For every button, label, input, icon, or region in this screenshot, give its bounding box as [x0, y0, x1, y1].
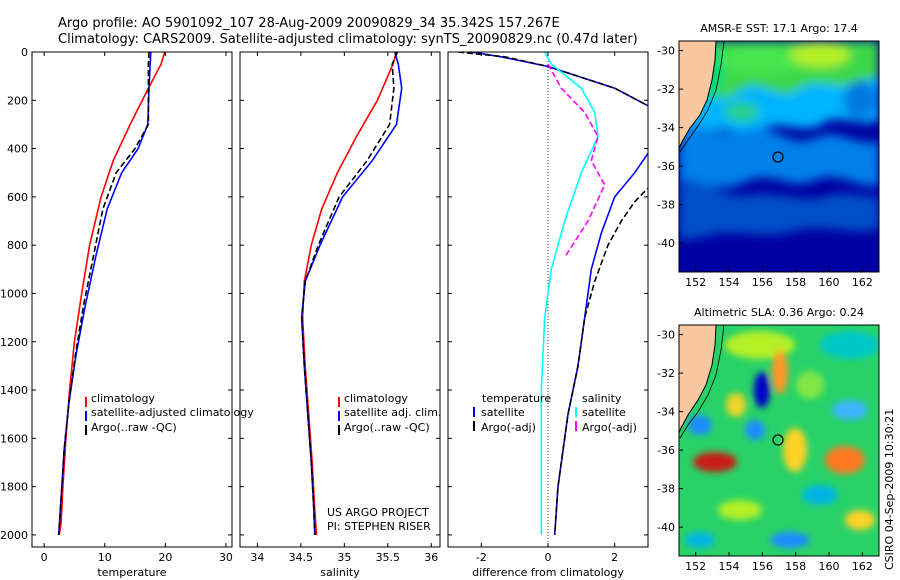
series-temperature-satellite-deep-	[553, 151, 648, 535]
series-climatology	[58, 52, 166, 536]
x-tick-label: 10	[98, 551, 112, 564]
map-lon-tick: 156	[752, 276, 773, 289]
y-tick-label: 400	[7, 143, 28, 156]
temperature-legend-2: satellite-adjusted climatology	[91, 406, 254, 419]
map-lon-tick: 162	[852, 276, 873, 289]
map-lat-tick: -34	[657, 122, 675, 135]
salinity-legend-2: satellite adj. clim.	[344, 406, 441, 419]
y-tick-label: 800	[7, 239, 28, 252]
map-lat-tick: -30	[657, 45, 675, 58]
difference-legend-sal-argo: Argo(-adj)	[582, 421, 637, 434]
salinity-legend: climatology satellite adj. clim. Argo(..…	[338, 392, 441, 435]
panel-frame	[239, 51, 441, 548]
map-lat-tick: -32	[657, 83, 675, 96]
difference-legend-temp-argo: Argo(-adj)	[481, 421, 536, 434]
series-salinity-argo-adj-	[547, 63, 606, 258]
difference-panel: -2 0 2 difference from climatology	[447, 51, 649, 579]
project-label: US ARGO PROJECT	[327, 506, 429, 519]
temperature-legend-1: climatology	[91, 392, 155, 405]
map-lat-tick: -40	[657, 521, 675, 534]
y-tick-label: 1200	[0, 336, 28, 349]
figure-title-line1: Argo profile: AO 5901092_107 28-Aug-2009…	[58, 16, 560, 31]
x-tick-label: 35	[337, 551, 351, 564]
x-axis-label: salinity	[320, 566, 360, 579]
series-temperature-argo-adj-	[457, 52, 648, 107]
map-lon-tick: 158	[785, 560, 806, 573]
y-tick-label: 0	[21, 46, 28, 59]
x-tick-label: 30	[219, 551, 233, 564]
salinity-legend-3: Argo(..raw -QC)	[344, 421, 430, 434]
temperature-panel: 0 10 20 30 0 200 400 600 800 1000 1200 1400 1600 1800…	[0, 46, 233, 579]
difference-legend-sal-satellite: satellite	[582, 406, 626, 419]
difference-legend: temperature satellite Argo(-adj) salinit…	[473, 392, 637, 434]
temperature-legend-3: Argo(..raw -QC)	[91, 421, 177, 434]
sst-float-marker	[772, 151, 784, 163]
map-lat-tick: -36	[657, 160, 675, 173]
sst-map-title: AMSR-E SST: 17.1 Argo: 17.4	[700, 22, 858, 35]
series-temperature-satellite	[471, 52, 648, 107]
sla-map: Altimetric SLA: 0.36 Argo: 0.24	[657, 306, 880, 573]
x-axis-label: temperature	[97, 566, 166, 579]
x-tick-label: 34	[250, 551, 264, 564]
x-tick-label: 34.5	[289, 551, 314, 564]
map-lon-tick: 154	[719, 276, 740, 289]
x-axis-label: difference from climatology	[472, 566, 624, 579]
salinity-panel: 34 34.5 35 35.5 36 salinity	[239, 51, 441, 579]
series-salinity-satellite	[540, 52, 599, 535]
sla-map-ticks: 152 154 156 158 160 162 -30 -32 -34 -36 -38 -40	[657, 329, 873, 573]
y-tick-label: 200	[7, 94, 28, 107]
map-lon-tick: 162	[852, 560, 873, 573]
map-lon-tick: 158	[785, 276, 806, 289]
sst-map-ticks: 152 154 156 158 160 162 -30 -32 -34 -36 -38 -40	[657, 45, 873, 289]
series-temperature-argo-adj-deep-	[553, 187, 648, 535]
y-tick-label: 1000	[0, 287, 28, 300]
map-lat-tick: -40	[657, 237, 675, 250]
map-lat-tick: -34	[657, 406, 675, 419]
x-tick-label: 35.5	[376, 551, 401, 564]
map-lat-tick: -36	[657, 444, 675, 457]
temperature-legend: climatology satellite-adjusted climatolo…	[85, 392, 254, 435]
x-tick-label: 0	[41, 551, 48, 564]
map-lon-tick: 152	[685, 276, 706, 289]
y-tick-label: 1600	[0, 432, 28, 445]
salinity-legend-1: climatology	[344, 392, 408, 405]
y-tick-label: 2000	[0, 529, 28, 542]
map-lat-tick: -30	[657, 329, 675, 342]
y-tick-label: 1800	[0, 481, 28, 494]
figure-title-line2: Climatology: CARS2009. Satellite-adjuste…	[58, 32, 638, 47]
x-tick-label: 0	[545, 551, 552, 564]
x-tick-label: -2	[476, 551, 487, 564]
panel-frame	[31, 51, 233, 548]
difference-legend-temp-satellite: satellite	[481, 406, 525, 419]
sla-float-marker	[772, 434, 784, 446]
map-lat-tick: -32	[657, 367, 675, 380]
sla-land	[679, 325, 716, 433]
sla-map-title: Altimetric SLA: 0.36 Argo: 0.24	[694, 306, 864, 319]
sst-land	[679, 41, 716, 148]
series-climatology	[301, 52, 398, 535]
series-argo-raw-qc-	[300, 52, 399, 535]
sst-map: AMSR-E SST: 17.1 Argo: 17.4 152 154 156 158…	[657, 22, 880, 289]
x-tick-label: 2	[611, 551, 618, 564]
difference-legend-salinity: salinity	[582, 392, 622, 405]
series-argo-raw-qc-	[57, 52, 150, 535]
map-lon-tick: 160	[819, 560, 840, 573]
map-lon-tick: 152	[685, 560, 706, 573]
y-tick-label: 600	[7, 191, 28, 204]
map-lat-tick: -38	[657, 199, 675, 212]
series-satellite-adj-clim-	[300, 52, 403, 535]
y-tick-label: 1400	[0, 384, 28, 397]
csiro-timestamp: CSIRO 04-Sep-2009 10:30:21	[883, 409, 896, 570]
map-lon-tick: 154	[719, 560, 740, 573]
x-tick-label: 20	[158, 551, 172, 564]
difference-legend-temperature: temperature	[482, 392, 551, 405]
map-lat-tick: -38	[657, 483, 675, 496]
map-lon-tick: 160	[819, 276, 840, 289]
map-lon-tick: 156	[752, 560, 773, 573]
pi-label: PI: STEPHEN RISER	[327, 520, 431, 533]
series-satellite-adjusted-climatology	[57, 52, 152, 535]
x-tick-label: 36	[424, 551, 438, 564]
